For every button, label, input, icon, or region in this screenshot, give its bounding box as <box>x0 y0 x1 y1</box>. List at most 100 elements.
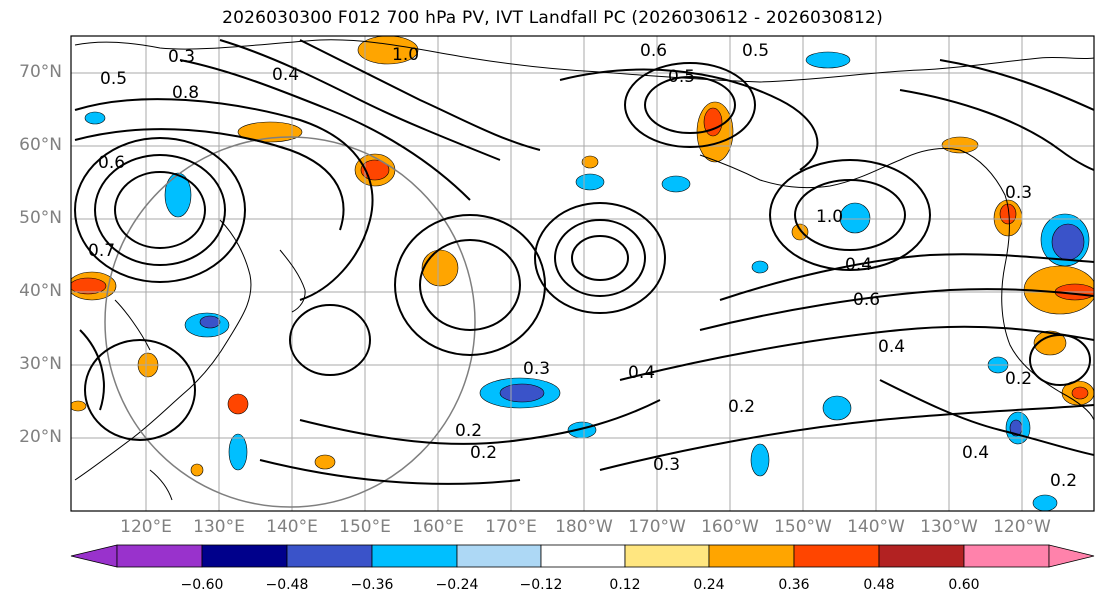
colorbar-tick: −0.60 <box>180 577 224 593</box>
anomaly-negative-strong <box>499 383 545 403</box>
colorbar-tick: −0.12 <box>519 577 563 593</box>
colorbar-extend-low <box>70 544 118 568</box>
colorbar-segment <box>456 544 542 568</box>
anomaly-negative <box>839 202 871 234</box>
anomaly-positive-strong <box>703 107 723 137</box>
anomaly-negative <box>575 173 605 191</box>
lat-label-50n: 50°N <box>19 208 62 228</box>
colorbar-segment <box>793 544 880 568</box>
anomaly-negative <box>750 443 770 477</box>
contour-label: 0.4 <box>845 255 872 275</box>
anomaly-positive-strong <box>227 393 249 415</box>
contour-label: 0.4 <box>962 443 989 463</box>
contour-label: 0.4 <box>272 65 299 85</box>
contour-label: 0.2 <box>728 397 755 417</box>
lat-label-60n: 60°N <box>19 135 62 155</box>
lon-label-140w: 140°W <box>847 517 905 537</box>
colorbar-segment <box>371 544 458 568</box>
lon-label-150w: 150°W <box>774 517 832 537</box>
lat-label-30n: 30°N <box>19 354 62 374</box>
contour-label: 0.3 <box>653 455 680 475</box>
contour-label: 0.4 <box>628 363 655 383</box>
anomaly-positive <box>357 36 419 65</box>
radius-circle <box>104 136 476 508</box>
colorbar-tick: 0.36 <box>778 577 810 593</box>
lon-label-170w: 170°W <box>628 517 686 537</box>
contour-label: 0.5 <box>668 67 695 87</box>
lon-label-120e: 120°E <box>120 517 172 537</box>
contour-label: 0.3 <box>1005 183 1032 203</box>
contour-label: 0.3 <box>523 359 550 379</box>
colorbar-tick: 0.60 <box>948 577 980 593</box>
anomaly-positive-strong <box>1071 386 1089 400</box>
colorbar-segment <box>540 544 626 568</box>
map-panel: 0.3 0.4 0.5 0.6 0.7 0.8 1.0 0.2 0.3 0.4 … <box>71 36 1094 511</box>
lon-label-140e: 140°E <box>266 517 318 537</box>
lon-label-120w: 120°W <box>993 517 1051 537</box>
contour-labels: 0.3 0.4 0.5 0.6 0.7 0.8 1.0 0.2 0.3 0.4 … <box>88 41 1077 491</box>
anomaly-positive <box>190 463 204 477</box>
contour-label: 0.2 <box>455 421 482 441</box>
anomaly-negative <box>822 395 852 421</box>
anomaly-negative <box>751 260 769 274</box>
contour-label: 0.2 <box>470 443 497 463</box>
colorbar-segment <box>286 544 373 568</box>
map-frame <box>70 35 1095 512</box>
anomaly-negative <box>164 172 192 218</box>
lon-label-180w: 180°W <box>555 517 613 537</box>
anomaly-positive <box>71 400 87 412</box>
contour-label: 0.6 <box>640 41 667 61</box>
colorbar-segment <box>878 544 965 568</box>
anomaly-negative-strong <box>199 315 221 329</box>
anomaly-positive-strong <box>71 277 107 295</box>
contour-label: 0.3 <box>168 47 195 67</box>
colorbar-segment <box>963 544 1050 568</box>
contour-label: 0.5 <box>742 41 769 61</box>
anomaly-positive <box>581 155 599 169</box>
lon-label-150e: 150°E <box>339 517 391 537</box>
graticule <box>71 36 1094 511</box>
colorbar-tick: −0.36 <box>350 577 394 593</box>
anomaly-positive <box>421 249 459 287</box>
colorbar-tick: −0.24 <box>435 577 479 593</box>
colorbar-tick: 0.48 <box>863 577 895 593</box>
anomaly-negative <box>661 175 691 193</box>
lon-label-160w: 160°W <box>701 517 759 537</box>
pv-contours <box>74 39 1094 485</box>
colorbar-segment <box>624 544 710 568</box>
contour-label: 0.6 <box>853 290 880 310</box>
anomaly-positive <box>791 223 809 241</box>
shaded-anomalies <box>71 36 1094 511</box>
lat-label-40n: 40°N <box>19 281 62 301</box>
lon-label-170e: 170°E <box>485 517 537 537</box>
colorbar-segment <box>708 544 795 568</box>
lon-label-130e: 130°E <box>193 517 245 537</box>
anomaly-negative <box>84 111 106 125</box>
lat-label-70n: 70°N <box>19 62 62 82</box>
lon-label-160e: 160°E <box>412 517 464 537</box>
contour-label: 1.0 <box>816 207 843 227</box>
anomaly-negative <box>805 51 851 69</box>
colorbar-tick: −0.48 <box>265 577 309 593</box>
coastlines <box>74 39 1094 501</box>
anomaly-positive <box>314 454 336 470</box>
colorbar-tick: 0.24 <box>693 577 725 593</box>
colorbar-segment <box>116 544 203 568</box>
colorbar <box>70 544 1095 568</box>
contour-label: 0.2 <box>1005 369 1032 389</box>
chart-title: 2026030300 F012 700 hPa PV, IVT Landfall… <box>222 8 883 28</box>
contour-label: 0.4 <box>878 337 905 357</box>
anomaly-negative <box>1032 494 1058 511</box>
contour-label: 0.2 <box>1050 471 1077 491</box>
lon-label-130w: 130°W <box>920 517 978 537</box>
colorbar-extend-high <box>1048 544 1095 568</box>
lat-label-20n: 20°N <box>19 427 62 447</box>
anomaly-negative <box>228 433 248 471</box>
contour-label: 0.7 <box>88 241 115 261</box>
contour-label: 0.6 <box>98 153 125 173</box>
anomaly-positive <box>941 136 979 154</box>
anomaly-negative-strong <box>1051 223 1085 261</box>
contour-label: 0.8 <box>172 83 199 103</box>
contour-label: 0.5 <box>100 69 127 89</box>
